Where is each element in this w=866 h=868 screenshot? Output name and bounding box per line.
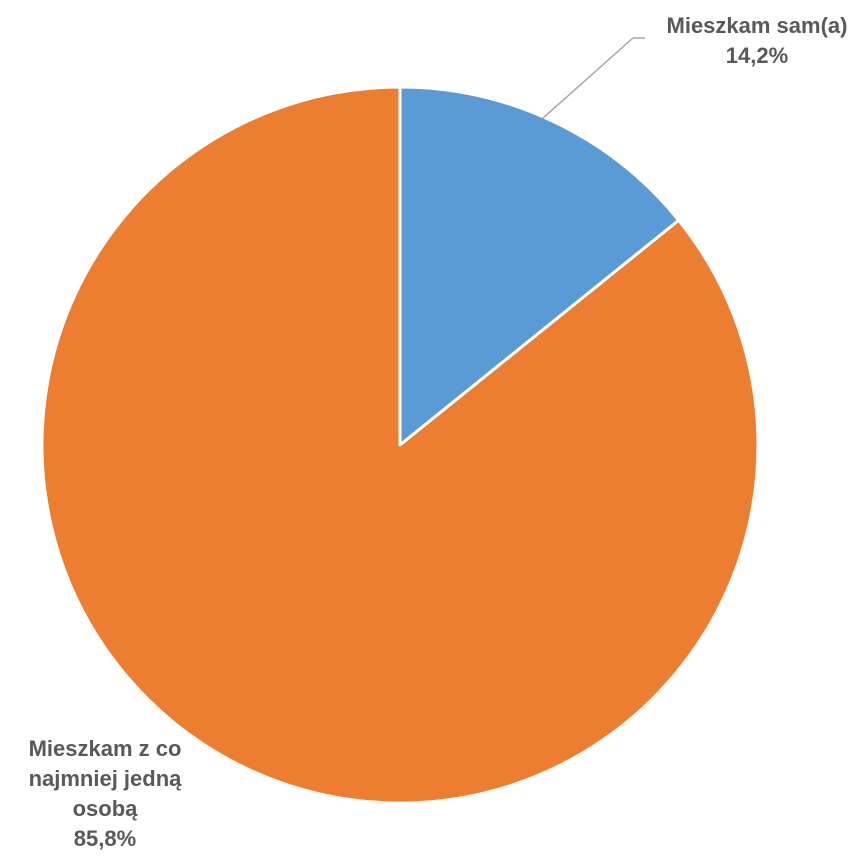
- pie-slices: [40, 85, 760, 805]
- pie-slice-2: [40, 85, 760, 805]
- slice-1-category-label-line-1: Mieszkam sam(a): [667, 13, 848, 38]
- slice-2-category-label-line-2: najmniej jedną: [29, 766, 183, 791]
- data-label-slice-1: Mieszkam sam(a) 14,2%: [667, 13, 848, 68]
- data-labels: Mieszkam sam(a) 14,2% Mieszkam z co najmnie…: [29, 13, 848, 851]
- data-label-slice-2: Mieszkam z co najmniej jedną osobą 85,8%: [29, 736, 183, 851]
- leader-line-slice-1: [541, 37, 634, 120]
- slice-2-category-label-line-1: Mieszkam z co: [29, 736, 182, 761]
- slice-2-value-label: 85,8%: [74, 826, 136, 851]
- pie-slice-1: [398, 85, 681, 447]
- slice-2-category-label-line-3: osobą: [73, 796, 139, 821]
- slice-1-value-label: 14,2%: [726, 43, 788, 68]
